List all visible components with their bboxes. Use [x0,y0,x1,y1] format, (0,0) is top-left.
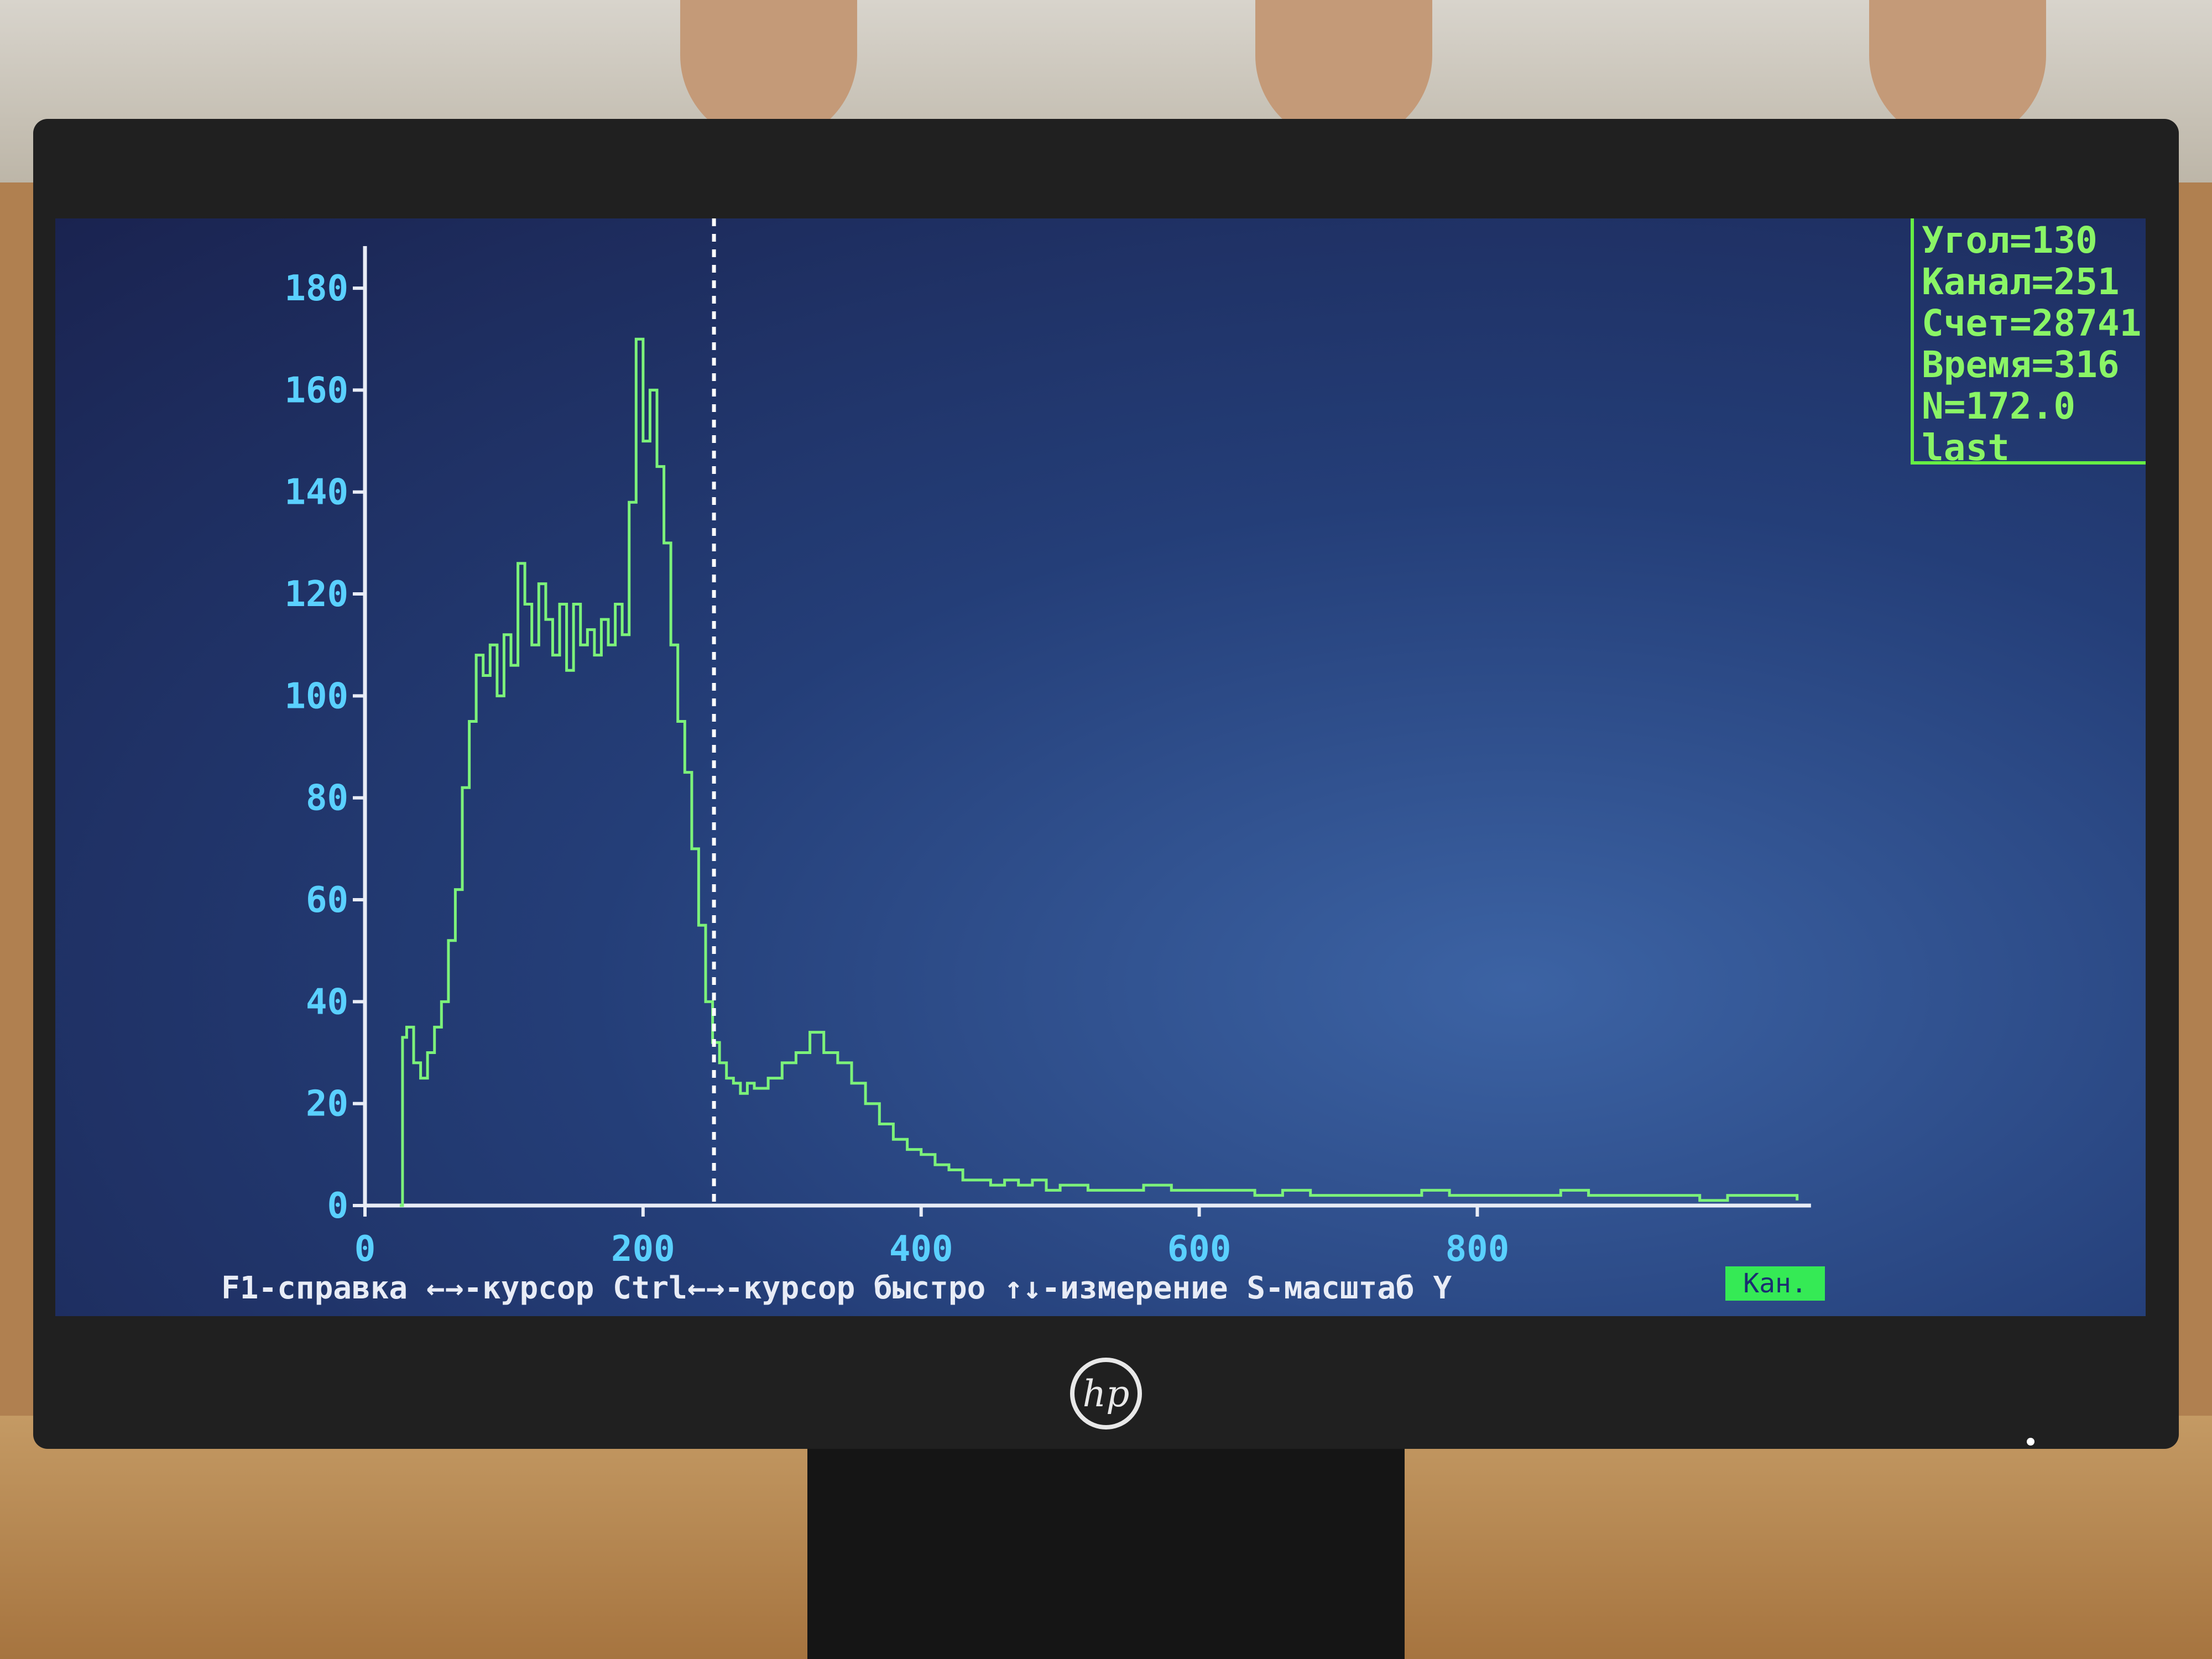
info-status: last [1922,426,2010,469]
y-tick-label: 40 [306,982,348,1022]
spectrum-chart: 0 20 40 60 80 100 120 140 160 180 0 200 400 600 800 [284,218,1811,1270]
x-tick-label: 400 [889,1229,953,1270]
info-n: N=172.0 [1922,385,2076,427]
chart-axes [363,246,1811,1208]
chart-series-layer [399,337,1799,1207]
power-led-icon [2027,1438,2034,1446]
x-tick-label: 0 [354,1229,376,1270]
monitor-stand [807,1449,1405,1659]
x-axis-badge: Кан. [1725,1266,1825,1301]
x-tick-label: 600 [1167,1229,1232,1270]
y-tick-label: 180 [284,268,348,309]
y-tick-label: 120 [284,574,348,615]
info-angle: Угол=130 [1922,219,2098,262]
y-tick-label: 160 [284,370,348,411]
info-channel: Канал=251 [1922,260,2120,303]
y-tick-label: 20 [306,1084,348,1125]
x-tick-label: 800 [1446,1229,1510,1270]
info-panel: Угол=130 Канал=251 Счет=28741 Время=316 … [1911,218,2146,469]
y-tick-label: 0 [327,1186,348,1227]
info-time: Время=316 [1922,343,2120,386]
y-tick-label: 140 [284,472,348,513]
x-tick-label: 200 [611,1229,675,1270]
series-line-spectrum [399,337,1799,1207]
y-tick-label: 80 [306,778,348,819]
help-bar: F1-справка ←→-курсор Ctrl←→-курсор быстр… [221,1270,1452,1306]
info-count: Счет=28741 [1922,302,2142,345]
hp-logo: hp [1070,1358,1142,1430]
y-tick-label: 60 [306,880,348,921]
monitor-screen: 0 20 40 60 80 100 120 140 160 180 0 200 400 600 800 Уг… [55,218,2146,1316]
y-tick-label: 100 [284,676,348,717]
chart-ticks: 0 20 40 60 80 100 120 140 160 180 0 200 400 600 800 [284,268,1509,1270]
